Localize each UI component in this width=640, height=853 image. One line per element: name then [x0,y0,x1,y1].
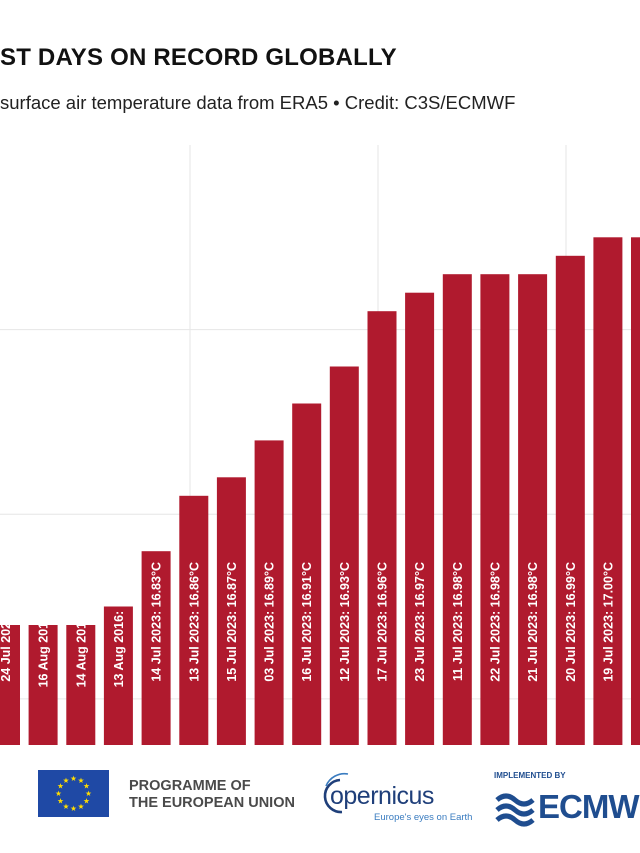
bar [292,403,322,745]
bar [442,274,472,745]
bar-label: 15 Jul 2023: 16.87°C [225,562,239,682]
bar-label: 14 Jul 2023: 16.83°C [150,562,164,682]
bar [367,311,397,745]
footer-logos: ★ ★ ★ ★ ★ ★ ★ ★ ★ ★ ★ ★ PROGRAMME OF THE EUROPEAN U… [0,760,640,853]
bar-label: 13 Jul 2023: 16.86°C [187,562,201,682]
bar-label: 21 Jul 2023: 16.98°C [526,562,540,682]
bar [216,477,246,745]
ecmwf-wordmark: ECMWF [538,788,640,825]
bar [28,625,58,745]
eu-star-icon: ★ [70,774,77,783]
bar [0,625,20,745]
eu-star-icon: ★ [83,797,90,806]
bar [631,237,640,745]
copernicus-arc-icon [323,778,343,814]
bar-label: 22 Jul 2023: 16.98°C [488,562,502,682]
bar [103,606,133,745]
bar [141,551,171,745]
copernicus-tagline: Europe's eyes on Earth [374,812,473,823]
bar-chart: 24 Jul 2022: 16.79°C 16 Aug 2016: 16.79°C… [0,145,640,745]
copernicus-wordmark: opernicus [330,782,434,810]
eu-star-icon: ★ [57,782,64,791]
eu-text-line1: PROGRAMME OF [129,778,251,794]
eu-flag-icon: ★ ★ ★ ★ ★ ★ ★ ★ ★ ★ ★ ★ [38,770,109,817]
eu-text-line2: THE EUROPEAN UNION [129,795,295,811]
bar-label: 13 Aug 2016: 16.80°C [112,562,126,687]
bar-label: 03 Jul 2023: 16.89°C [263,562,277,682]
eu-star-icon: ★ [57,797,64,806]
ecmwf-wave-icon [495,793,535,827]
eu-star-icon: ★ [78,802,85,811]
bar-label: 23 Jul 2023: 16.97°C [413,562,427,682]
eu-star-icon: ★ [78,776,85,785]
bar [593,237,623,745]
bar [518,274,548,745]
bar [405,292,435,745]
chart-subtitle: surface air temperature data from ERA5 •… [0,92,516,113]
implemented-by-label: IMPLEMENTED BY [494,771,566,780]
eu-programme-text: PROGRAMME OF THE EUROPEAN UNION [129,778,295,812]
eu-star-icon: ★ [63,802,70,811]
bar [66,625,96,745]
bar [329,366,359,745]
eu-star-icon: ★ [55,789,62,798]
bar [254,440,284,745]
bar-label: 14 Aug 2016: 16.79°C [74,562,88,687]
bar-label: 20 Jul 2023: 16.99°C [564,562,578,682]
bar-label: 12 Jul 2023: 16.93°C [338,562,352,682]
bar-label: 19 Jul 2023: 17.00°C [601,562,615,682]
eu-star-icon: ★ [85,789,92,798]
bar-label: 24 Jul 2022: 16.79°C [0,562,13,682]
bar [480,274,510,745]
chart-bars [0,237,640,745]
ecmwf-logo: IMPLEMENTED BY ECMWF [494,768,640,838]
bar [555,255,585,745]
bar-label: 17 Jul 2023: 16.96°C [376,562,390,682]
eu-star-icon: ★ [63,776,70,785]
chart-title: ST DAYS ON RECORD GLOBALLY [0,44,397,71]
eu-star-icon: ★ [70,804,77,813]
bar-label: 11 Jul 2023: 16.98°C [451,562,465,681]
bar-label: 16 Aug 2016: 16.79°C [37,562,51,687]
bar-labels: 24 Jul 2022: 16.79°C 16 Aug 2016: 16.79°C… [0,562,640,687]
eu-star-icon: ★ [83,782,90,791]
bar-label: 16 Jul 2023: 16.91°C [300,562,314,682]
copernicus-logo: opernicus Europe's eyes on Earth [318,768,472,830]
bar [179,495,209,745]
